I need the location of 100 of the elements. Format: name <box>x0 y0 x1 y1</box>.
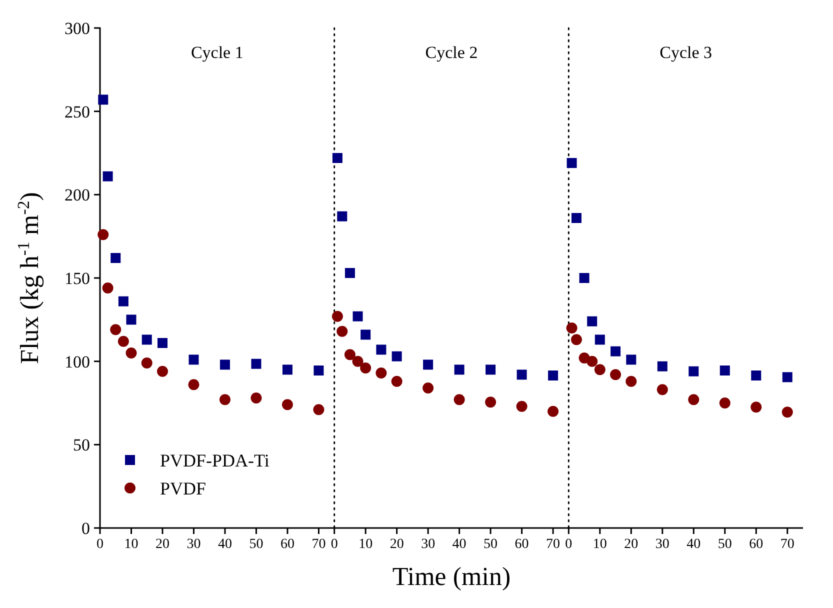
point <box>751 370 762 380</box>
x-tick-label: 20 <box>624 537 638 552</box>
point <box>571 213 582 223</box>
point <box>626 376 637 387</box>
point <box>566 322 578 334</box>
point <box>720 366 730 376</box>
point <box>344 268 355 278</box>
point <box>610 346 621 356</box>
point <box>587 316 598 326</box>
point <box>188 379 200 390</box>
point <box>314 366 324 376</box>
point <box>336 326 348 337</box>
point <box>657 361 668 372</box>
point <box>688 394 700 406</box>
x-tick-label: 60 <box>280 537 294 552</box>
point <box>352 356 364 367</box>
point <box>220 360 230 370</box>
x-tick-label: 10 <box>124 537 138 552</box>
point <box>486 364 496 375</box>
point <box>251 358 262 369</box>
point <box>282 364 292 375</box>
point <box>118 336 129 347</box>
point <box>579 273 590 283</box>
point <box>98 229 109 240</box>
point <box>313 404 324 416</box>
point <box>142 334 152 345</box>
point <box>586 356 598 367</box>
point <box>782 372 792 382</box>
point <box>656 384 668 396</box>
x-tick-label: 40 <box>686 537 701 552</box>
text: Cycle 1 <box>190 43 244 62</box>
x-tick-label: 20 <box>155 537 170 552</box>
point <box>102 282 114 294</box>
point <box>719 398 730 408</box>
point <box>594 334 605 345</box>
point <box>332 310 343 322</box>
x-tick-label: 70 <box>546 537 560 552</box>
point <box>188 354 199 365</box>
x-tick-label: 40 <box>218 537 232 552</box>
point <box>750 402 762 413</box>
point <box>118 296 128 306</box>
point <box>392 351 402 362</box>
y-tick-label: 0 <box>82 518 90 538</box>
text: Cycle 3 <box>660 43 712 62</box>
y-tick-label: 100 <box>64 352 90 372</box>
point <box>688 366 699 376</box>
point <box>570 334 582 346</box>
point <box>102 171 113 182</box>
legend-label: PVDF-PDA-Ti <box>160 450 270 470</box>
x-tick-label: 20 <box>390 537 404 552</box>
point <box>782 406 793 418</box>
point <box>485 396 496 408</box>
point <box>566 158 577 168</box>
x-tick-label: 0 <box>565 537 572 552</box>
point <box>610 369 622 380</box>
x-tick-label: 50 <box>484 537 498 552</box>
point <box>454 394 465 406</box>
point <box>360 362 372 374</box>
x-tick-label: 50 <box>249 537 264 552</box>
point <box>626 354 636 365</box>
point <box>157 338 168 348</box>
x-tick-label: 60 <box>514 537 529 552</box>
point <box>219 394 230 406</box>
y-tick-label: 50 <box>73 436 90 455</box>
point <box>98 94 108 105</box>
point <box>126 314 136 325</box>
y-tick-label: 200 <box>64 186 90 205</box>
point <box>250 392 262 404</box>
point <box>391 376 402 387</box>
y-tick-label: 250 <box>64 102 90 122</box>
x-tick-label: 40 <box>452 537 466 552</box>
x-tick-label: 50 <box>718 537 732 552</box>
point <box>337 211 348 222</box>
point <box>352 311 363 322</box>
point <box>422 382 434 394</box>
x-tick-label: 70 <box>312 537 326 552</box>
point <box>376 344 386 355</box>
x-tick-label: 0 <box>96 537 104 552</box>
x-tick-label: 30 <box>655 537 670 552</box>
y-tick-label: 150 <box>64 268 90 288</box>
point <box>516 400 528 412</box>
point <box>141 358 152 368</box>
point <box>423 360 434 370</box>
legend-label: PVDF <box>160 478 206 498</box>
point <box>454 364 464 375</box>
x-tick-label: 60 <box>749 537 764 552</box>
x-tick-label: 70 <box>780 537 794 552</box>
point <box>344 349 356 360</box>
point <box>126 348 137 358</box>
x-axis-title: Time (min) <box>392 562 511 591</box>
x-tick-label: 30 <box>186 537 201 552</box>
text: Cycle 2 <box>425 43 478 62</box>
point <box>110 324 122 336</box>
point <box>548 370 558 380</box>
point <box>376 368 387 378</box>
point <box>516 370 527 380</box>
point <box>548 406 559 417</box>
x-tick-label: 10 <box>592 537 607 552</box>
point <box>110 253 121 263</box>
point <box>332 153 342 163</box>
